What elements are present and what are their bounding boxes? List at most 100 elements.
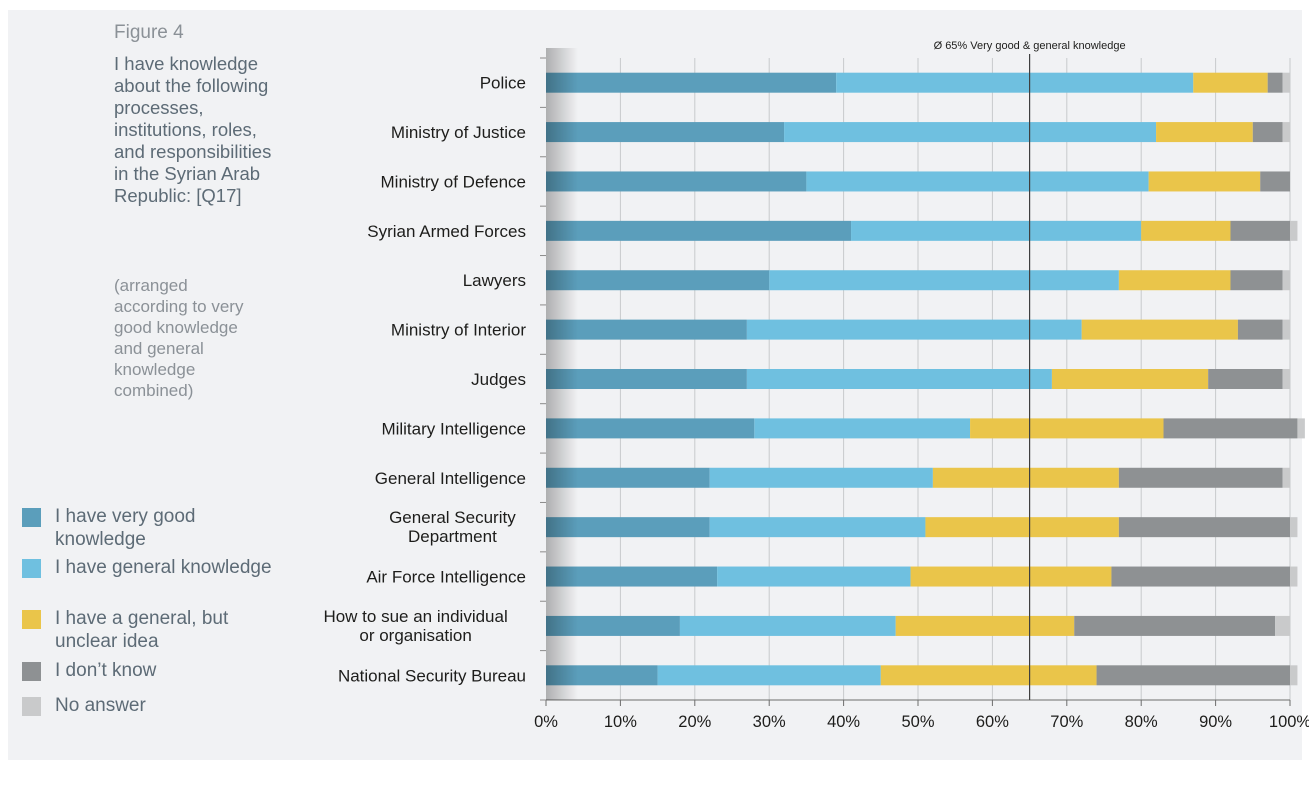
category-label: National Security Bureau bbox=[338, 666, 526, 685]
bar-segment bbox=[910, 566, 1112, 587]
legend-swatch bbox=[22, 610, 41, 629]
legend-label: I don’t know bbox=[55, 660, 157, 681]
bar-segment bbox=[679, 615, 896, 636]
bar-segment bbox=[1260, 171, 1290, 192]
bar-segment bbox=[1282, 72, 1290, 93]
bar-segment bbox=[1282, 270, 1290, 291]
category-label: Military Intelligence bbox=[381, 419, 526, 438]
bar-segment bbox=[880, 665, 1097, 686]
bar-segment bbox=[657, 665, 881, 686]
bar-segment bbox=[1081, 319, 1238, 340]
bar-segment bbox=[1230, 270, 1283, 291]
bar-segment bbox=[546, 171, 807, 192]
legend-label: No answer bbox=[55, 695, 146, 716]
legend-item-unclear: I have a general, but unclear idea bbox=[22, 607, 272, 659]
bar-segment bbox=[546, 615, 680, 636]
legend-swatch bbox=[22, 662, 41, 681]
bar-segment bbox=[1290, 517, 1298, 538]
legend-label: I have very good knowledge bbox=[55, 506, 196, 550]
bar-segment bbox=[970, 418, 1164, 439]
bar-segment bbox=[546, 319, 747, 340]
bar-segment bbox=[806, 171, 1149, 192]
x-tick-label: 10% bbox=[604, 713, 637, 731]
bar-segment bbox=[1051, 369, 1209, 389]
bar-segment bbox=[546, 122, 785, 143]
category-label: Syrian Armed Forces bbox=[367, 222, 526, 241]
bar-segment bbox=[546, 517, 710, 538]
category-label: Ministry of Interior bbox=[391, 321, 526, 340]
bar-segment bbox=[1297, 418, 1305, 439]
bar-segment bbox=[1282, 319, 1290, 340]
bar-segment bbox=[1267, 72, 1283, 93]
bar-segment bbox=[1193, 72, 1268, 93]
x-tick-label: 90% bbox=[1199, 713, 1232, 731]
bar-segment bbox=[746, 319, 1082, 340]
bar-segment bbox=[1290, 220, 1298, 241]
bar-segment bbox=[1282, 122, 1290, 143]
bar-segment bbox=[925, 517, 1119, 538]
bar-segment bbox=[1118, 517, 1290, 538]
category-label: Judges bbox=[471, 370, 526, 389]
bar-segment bbox=[1252, 122, 1283, 143]
bar-segment bbox=[1163, 418, 1298, 439]
category-label: Ministry of Justice bbox=[391, 123, 526, 142]
legend-swatch bbox=[22, 559, 41, 578]
bar-segment bbox=[546, 220, 852, 241]
bar-segment bbox=[546, 369, 747, 389]
category-label: Lawyers bbox=[463, 271, 526, 290]
axis-shadow bbox=[546, 48, 578, 700]
x-tick-label: 20% bbox=[678, 713, 711, 731]
bar-segment bbox=[1290, 566, 1298, 587]
bar-segment bbox=[1275, 615, 1290, 636]
legend-swatch bbox=[22, 508, 41, 527]
category-label: General Security Department bbox=[389, 508, 516, 546]
category-label: Ministry of Defence bbox=[381, 172, 527, 191]
x-tick-label: 40% bbox=[827, 713, 860, 731]
figure-note: (arranged according to very good knowled… bbox=[114, 276, 244, 400]
bar-segment bbox=[836, 72, 1194, 93]
legend-swatch bbox=[22, 697, 41, 716]
bar-segment bbox=[717, 566, 911, 587]
category-label: How to sue an individual or organisation bbox=[323, 607, 507, 645]
category-label: Police bbox=[480, 74, 526, 93]
bar-segment bbox=[1148, 171, 1261, 192]
x-tick-label: 70% bbox=[1050, 713, 1083, 731]
x-tick-label: 30% bbox=[753, 713, 786, 731]
category-label: General Intelligence bbox=[375, 469, 526, 488]
legend-item-dont-know: I don’t know bbox=[22, 659, 272, 694]
bar-segment bbox=[932, 467, 1119, 488]
x-tick-label: 80% bbox=[1125, 713, 1158, 731]
bar-segment bbox=[709, 467, 933, 488]
bar-segment bbox=[784, 122, 1157, 143]
x-tick-label: 60% bbox=[976, 713, 1009, 731]
bar-segment bbox=[1156, 122, 1253, 143]
bar-segment bbox=[1208, 369, 1283, 389]
bar-segment bbox=[746, 369, 1052, 389]
bar-segment bbox=[895, 615, 1075, 636]
legend-item-no-answer: No answer bbox=[22, 694, 272, 724]
bar-segment bbox=[1118, 270, 1231, 291]
bar-segment bbox=[1282, 467, 1290, 488]
legend-label: I have a general, but unclear idea bbox=[55, 608, 229, 652]
bar-segment bbox=[546, 467, 710, 488]
bar-segment bbox=[851, 220, 1142, 241]
bar-segment bbox=[1237, 319, 1283, 340]
bar-segment bbox=[1141, 220, 1231, 241]
bar-segment bbox=[1118, 467, 1283, 488]
bar-segment bbox=[546, 566, 718, 587]
figure-title: I have knowledge about the following pro… bbox=[114, 53, 272, 206]
category-label: Air Force Intelligence bbox=[366, 568, 526, 587]
bar-segment bbox=[546, 418, 755, 439]
bar-segment bbox=[1096, 665, 1290, 686]
bar-segment bbox=[1074, 615, 1276, 636]
bar-segment bbox=[1290, 665, 1298, 686]
bar-segment bbox=[546, 270, 770, 291]
legend-item-general: I have general knowledge bbox=[22, 556, 272, 607]
bar-segment bbox=[1230, 220, 1290, 241]
bar-segment bbox=[546, 72, 837, 93]
figure-label: Figure 4 bbox=[114, 22, 184, 43]
legend-label: I have general knowledge bbox=[55, 557, 272, 578]
bar-segment bbox=[709, 517, 926, 538]
bar-segment bbox=[769, 270, 1119, 291]
